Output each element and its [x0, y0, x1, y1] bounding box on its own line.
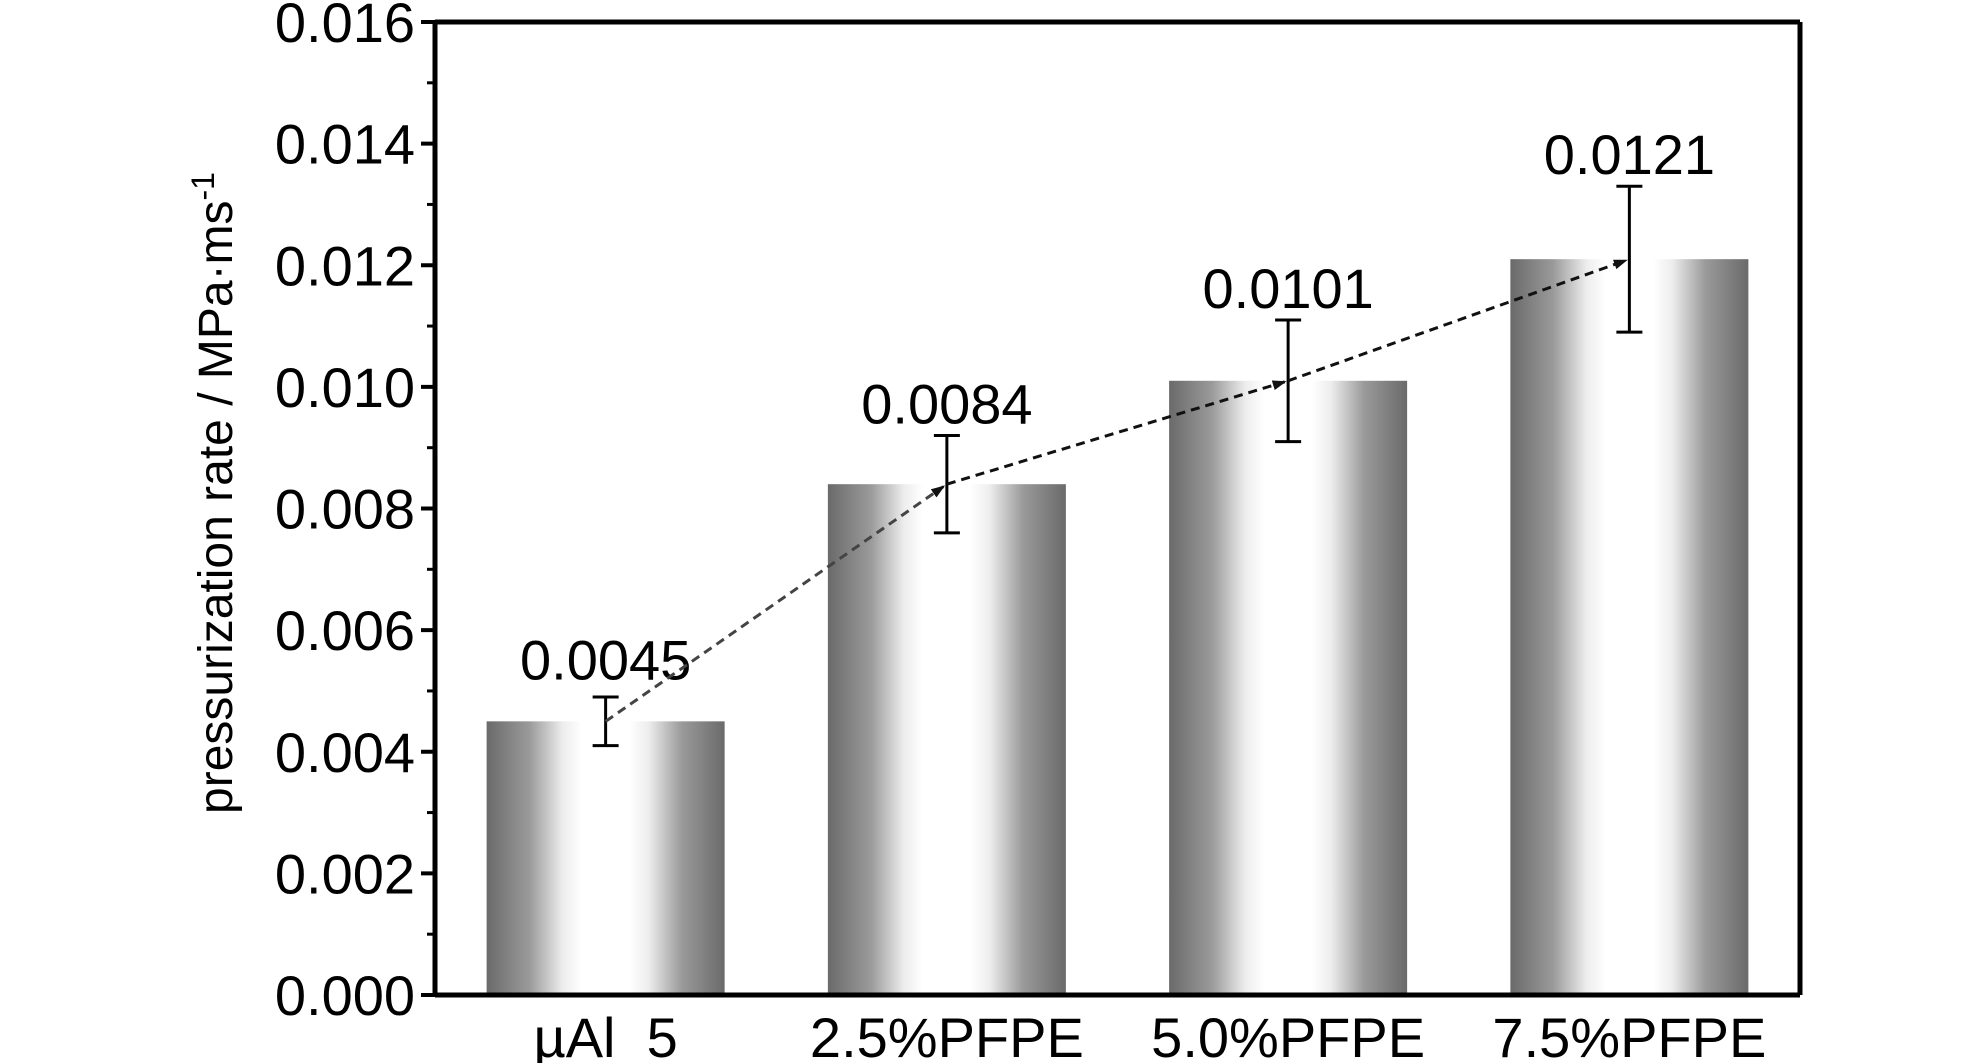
x-tick-label: 2.5%PFPE: [810, 1006, 1084, 1063]
y-axis-title-superscript: -1: [185, 172, 221, 200]
x-tick-label: 5.0%PFPE: [1151, 1006, 1425, 1063]
y-tick-label: 0.008: [275, 478, 415, 541]
y-axis-title-text: pressurization rate / MPa·ms: [190, 200, 243, 814]
value-labels-layer: 0.0045 0.0084 0.0101 0.0121: [520, 123, 1715, 691]
data-label: 0.0121: [1544, 123, 1715, 186]
trend-arrows-layer: [604, 258, 1628, 723]
y-tick-label: 0.004: [275, 721, 415, 784]
y-tick-label: 0.000: [275, 964, 415, 1027]
y-tick-label: 0.002: [275, 842, 415, 905]
y-axis-title: pressurization rate / MPa·ms-1: [185, 172, 243, 814]
y-tick-label: 0.012: [275, 234, 415, 297]
data-label: 0.0045: [520, 628, 691, 691]
y-tick-label: 0.014: [275, 113, 415, 176]
x-tick-label: 7.5%PFPE: [1492, 1006, 1766, 1063]
bar: [1169, 380, 1408, 995]
bar: [486, 721, 725, 995]
y-tick-label: 0.010: [275, 356, 415, 419]
bar: [1510, 259, 1749, 995]
data-label: 0.0101: [1202, 257, 1373, 320]
x-tick-label: µAl_5: [533, 1006, 677, 1063]
y-tick-label: 0.016: [275, 0, 415, 54]
bar: [827, 484, 1066, 995]
axes-layer: 0.000 0.002 0.004 0.006 0.008 0.010 0.012 0.014…: [275, 0, 1803, 1063]
bars-layer: [486, 259, 1749, 995]
y-tick-label: 0.006: [275, 599, 415, 662]
error-bars-layer: [592, 184, 1643, 748]
data-label: 0.0084: [861, 373, 1032, 436]
trend-arrow: [604, 485, 946, 723]
